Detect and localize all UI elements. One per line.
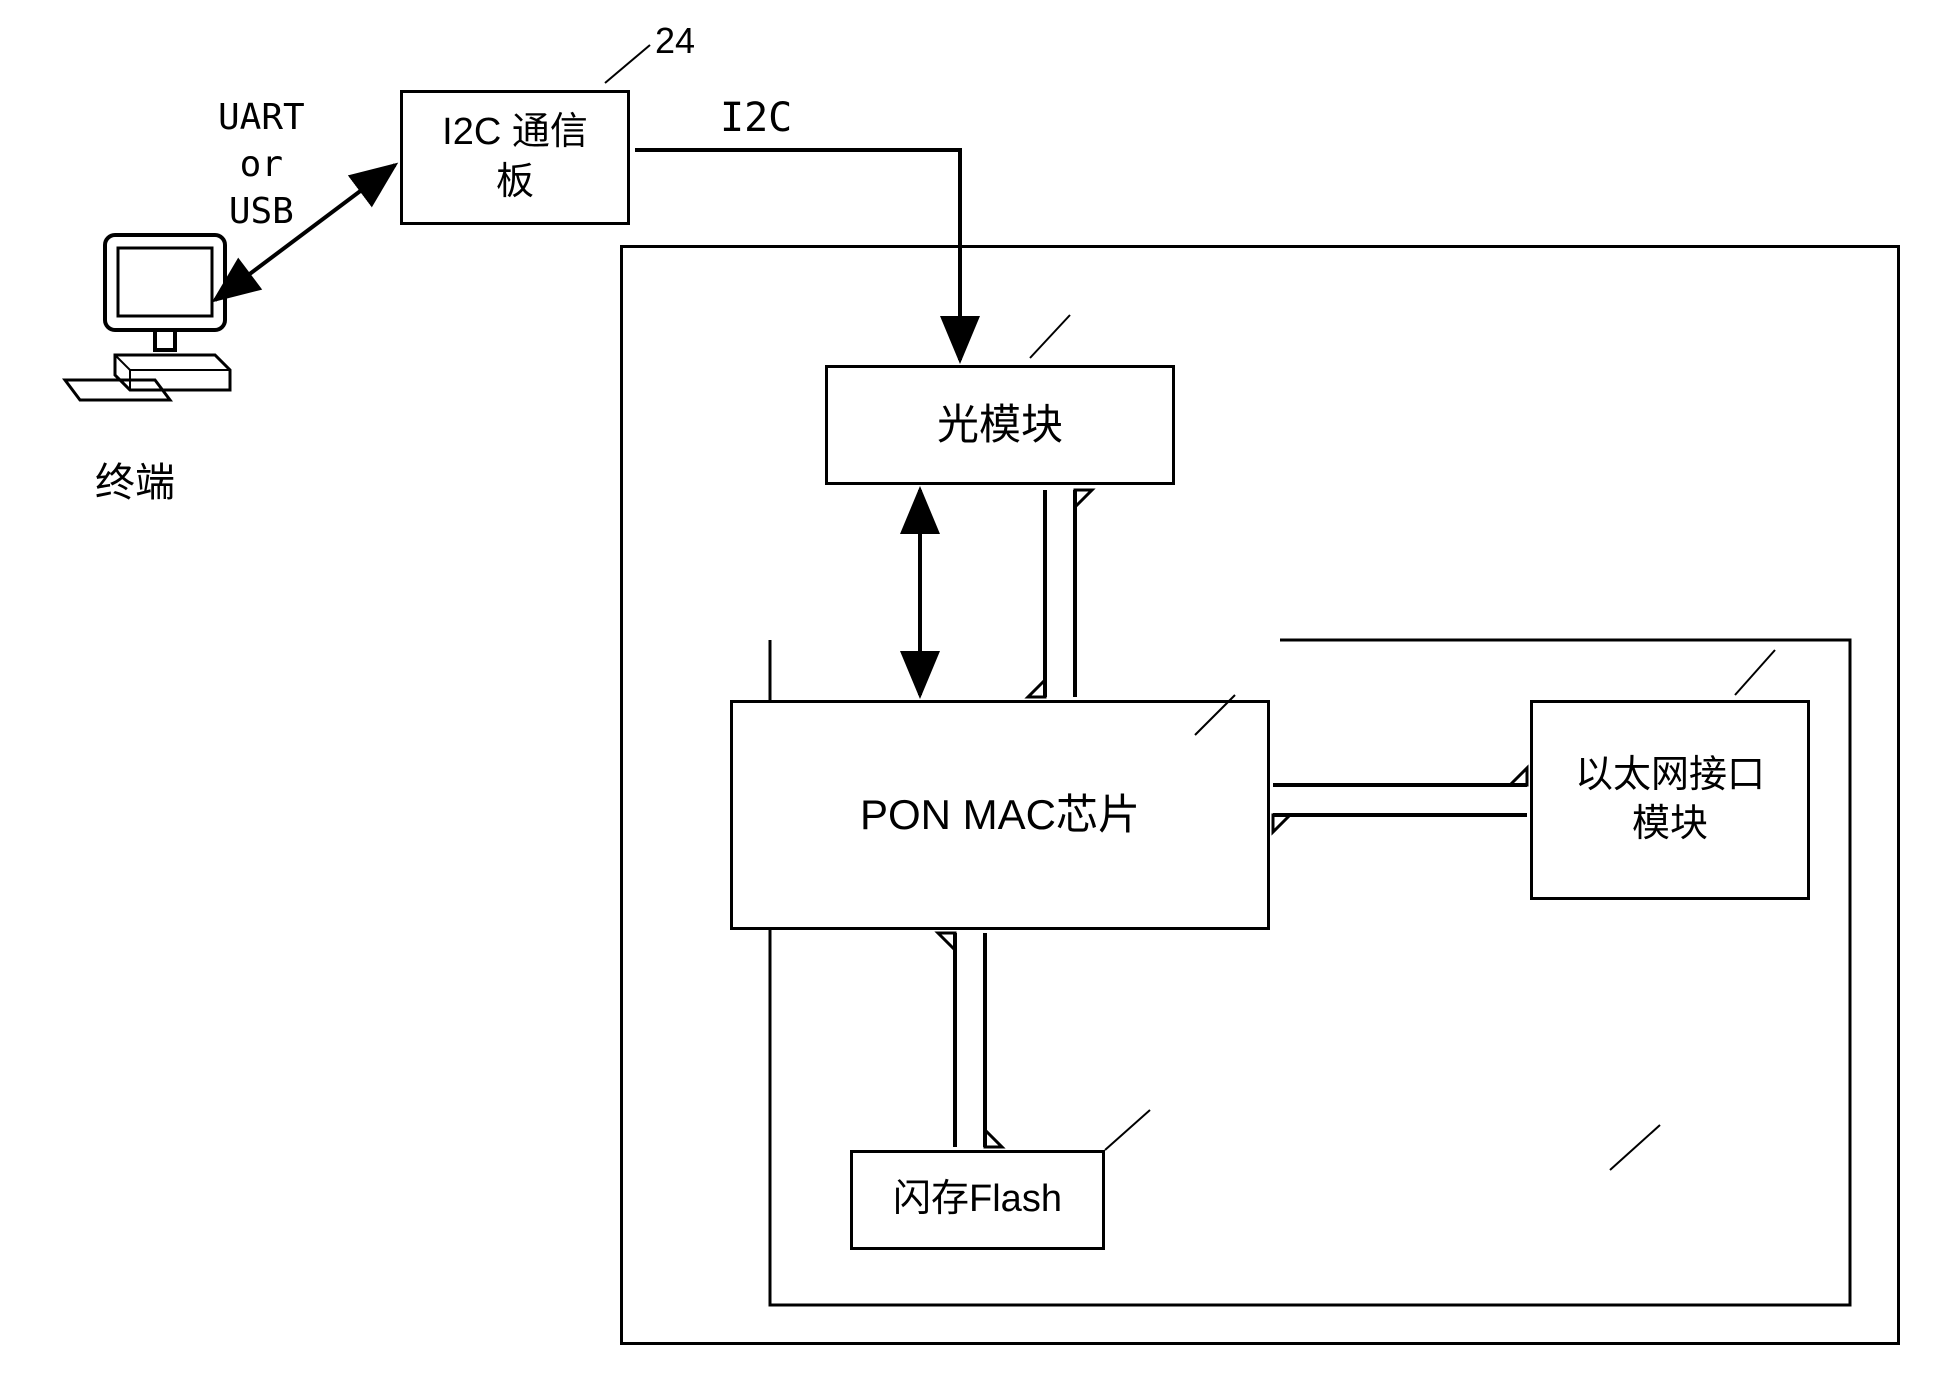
ref-24: 24 (655, 20, 695, 62)
terminal-icon (60, 220, 260, 420)
flash-box: 闪存Flash (850, 1150, 1105, 1250)
optical-module-box: 光模块 (825, 365, 1175, 485)
ethernet-module-text: 以太网接口 模块 (1575, 751, 1765, 850)
i2c-board-box: I2C 通信 板 (400, 90, 630, 225)
edge-uart-usb: UART or USB (218, 95, 305, 235)
ethernet-module-box: 以太网接口 模块 (1530, 700, 1810, 900)
pon-mac-text: PON MAC芯片 (860, 788, 1140, 843)
edge-i2c: I2C (720, 95, 792, 141)
terminal-label: 终端 (95, 450, 175, 508)
optical-module-text: 光模块 (937, 398, 1063, 453)
pon-mac-box: PON MAC芯片 (730, 700, 1270, 930)
flash-text: 闪存Flash (893, 1175, 1062, 1224)
i2c-board-text: I2C 通信 板 (442, 108, 588, 207)
